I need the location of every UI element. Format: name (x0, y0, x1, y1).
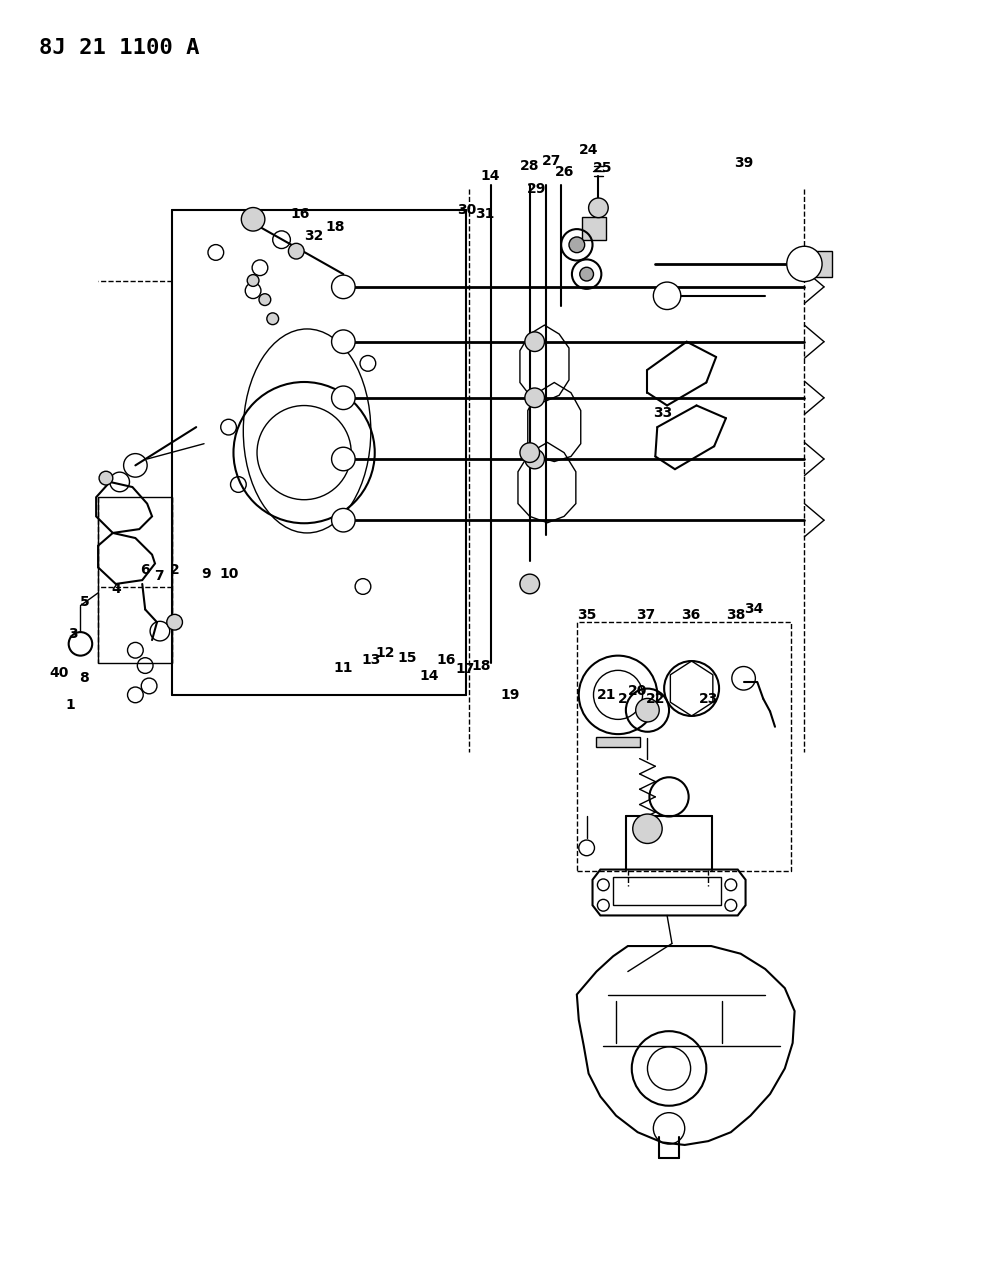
Text: 23: 23 (698, 692, 718, 705)
Bar (804, 251, 832, 277)
Circle shape (247, 274, 259, 287)
Circle shape (332, 330, 355, 353)
Text: 1: 1 (66, 699, 76, 711)
Circle shape (259, 293, 271, 306)
Text: 18: 18 (326, 221, 345, 233)
Text: 25: 25 (593, 162, 612, 175)
Text: 40: 40 (49, 667, 69, 680)
Circle shape (241, 208, 265, 231)
Bar (596, 737, 640, 747)
Bar (613, 877, 721, 905)
Text: 10: 10 (220, 567, 239, 580)
Text: 2: 2 (618, 692, 628, 705)
Circle shape (525, 449, 544, 469)
Text: 14: 14 (420, 669, 439, 682)
Text: 36: 36 (681, 608, 700, 621)
Circle shape (332, 275, 355, 298)
Circle shape (332, 448, 355, 470)
Text: 7: 7 (154, 570, 164, 583)
Text: 21: 21 (596, 688, 616, 701)
Bar (98, 497, 172, 663)
Text: 6: 6 (140, 564, 150, 576)
Circle shape (267, 312, 279, 325)
Text: 2: 2 (170, 564, 180, 576)
Text: 11: 11 (334, 662, 353, 674)
Circle shape (520, 574, 540, 594)
Text: 26: 26 (555, 166, 575, 178)
Text: 19: 19 (500, 688, 520, 701)
Circle shape (525, 332, 544, 352)
Circle shape (167, 615, 182, 630)
Text: 13: 13 (361, 654, 381, 667)
Text: 35: 35 (577, 608, 596, 621)
Text: 34: 34 (744, 603, 763, 616)
Circle shape (332, 386, 355, 409)
Text: 20: 20 (628, 685, 647, 697)
Circle shape (332, 509, 355, 532)
Circle shape (787, 246, 822, 282)
Text: 16: 16 (437, 654, 456, 667)
Text: 8: 8 (79, 672, 89, 685)
Text: 31: 31 (475, 208, 494, 221)
Text: 17: 17 (455, 663, 475, 676)
Text: 30: 30 (457, 204, 477, 217)
Text: 4: 4 (111, 583, 121, 595)
Text: 28: 28 (520, 159, 540, 172)
Text: 8J 21 1100 A: 8J 21 1100 A (39, 38, 200, 59)
Text: 33: 33 (653, 407, 673, 419)
Bar (577, 622, 791, 871)
Circle shape (636, 699, 659, 722)
Text: 39: 39 (734, 157, 753, 170)
Text: 32: 32 (304, 230, 324, 242)
Text: 27: 27 (542, 154, 561, 167)
Circle shape (589, 198, 608, 218)
Circle shape (288, 244, 304, 259)
Text: 38: 38 (726, 608, 746, 621)
Text: 5: 5 (79, 595, 89, 608)
Bar (582, 217, 606, 240)
Text: 37: 37 (636, 608, 655, 621)
Circle shape (633, 813, 662, 844)
Circle shape (525, 388, 544, 408)
Text: 3: 3 (68, 627, 77, 640)
Circle shape (569, 237, 585, 252)
Text: 14: 14 (481, 170, 500, 182)
Text: 22: 22 (645, 692, 665, 705)
Text: 9: 9 (201, 567, 211, 580)
Text: 29: 29 (527, 182, 546, 195)
Text: 15: 15 (397, 652, 417, 664)
Text: 18: 18 (471, 659, 490, 672)
Circle shape (520, 442, 540, 463)
Text: 24: 24 (579, 144, 598, 157)
Circle shape (99, 472, 113, 484)
Circle shape (653, 282, 681, 310)
Circle shape (580, 268, 594, 280)
Text: 16: 16 (290, 208, 310, 221)
Text: 12: 12 (376, 646, 395, 659)
